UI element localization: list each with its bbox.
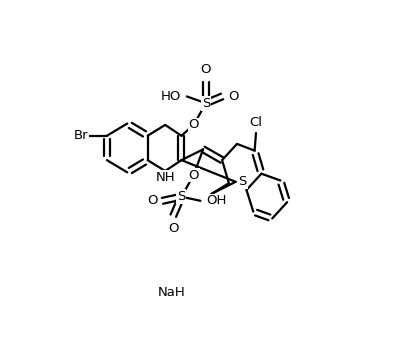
Text: S: S <box>177 190 186 203</box>
Text: S: S <box>238 175 247 188</box>
Text: O: O <box>188 169 199 182</box>
Text: NaH: NaH <box>158 287 186 300</box>
Text: S: S <box>201 97 210 110</box>
Text: O: O <box>168 222 179 235</box>
Text: NH: NH <box>155 171 175 184</box>
Text: OH: OH <box>206 194 227 207</box>
Text: O: O <box>201 63 211 76</box>
Text: HO: HO <box>160 90 181 103</box>
Text: O: O <box>147 194 158 207</box>
Text: O: O <box>188 118 199 131</box>
Text: Br: Br <box>73 129 88 142</box>
Text: O: O <box>228 90 239 103</box>
Text: Cl: Cl <box>249 116 263 129</box>
